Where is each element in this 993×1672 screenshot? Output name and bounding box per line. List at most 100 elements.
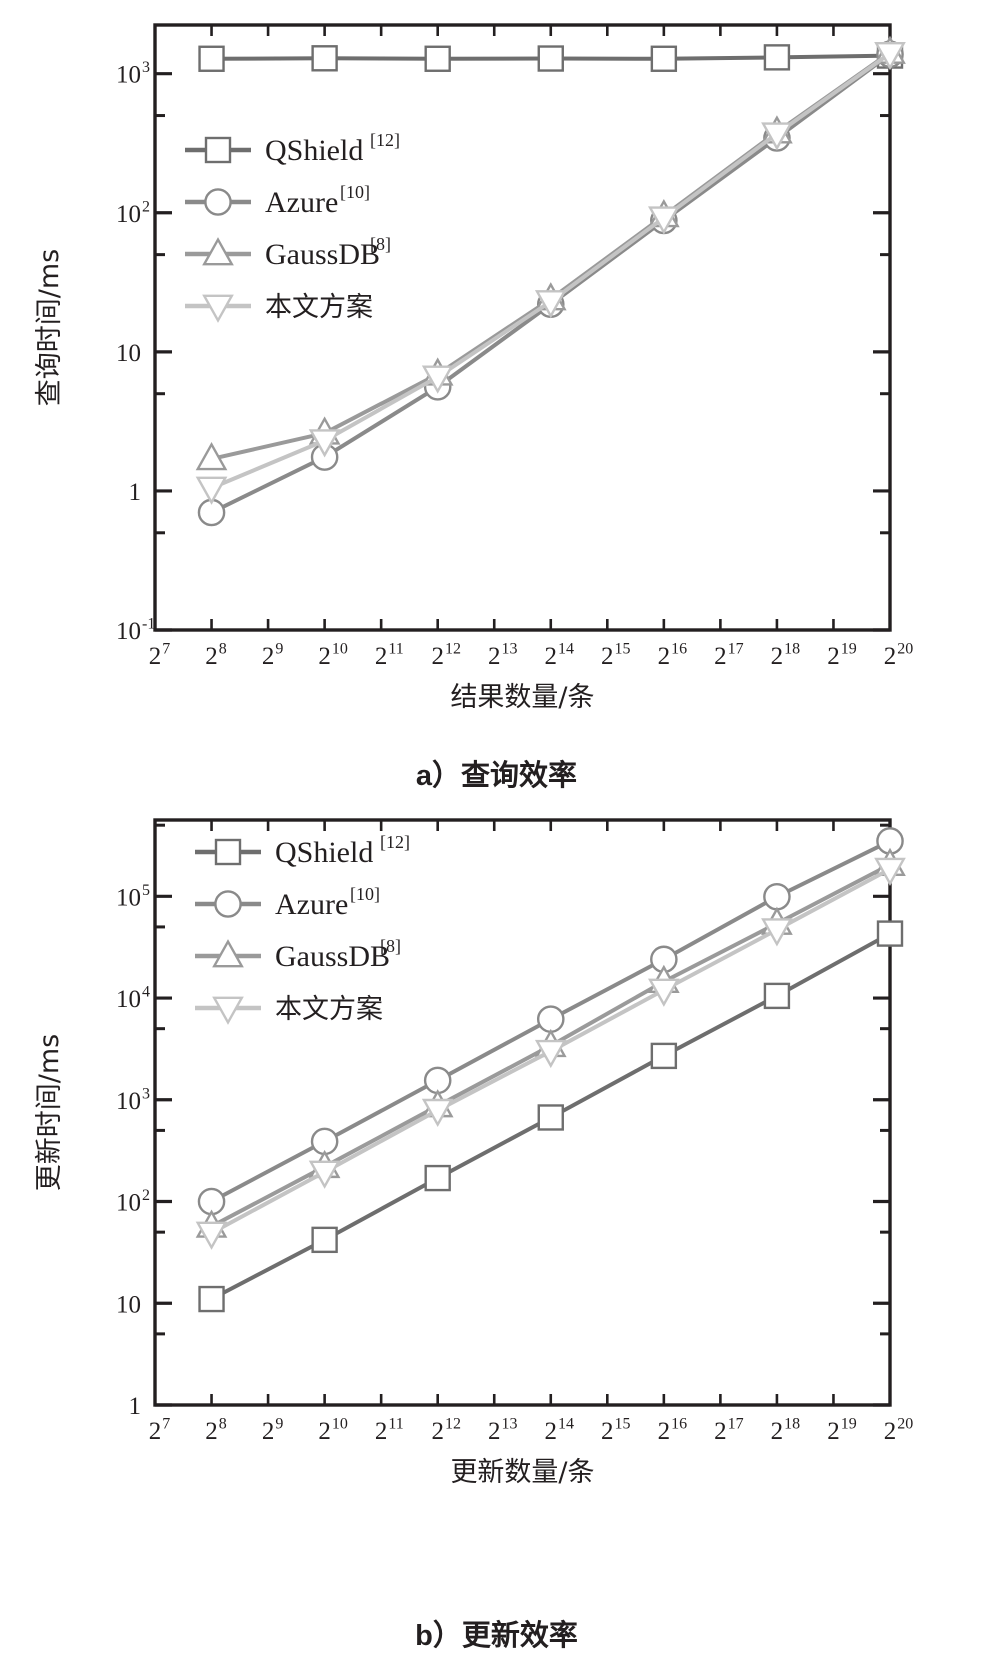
svg-text:19: 19 xyxy=(841,641,857,658)
svg-text:2: 2 xyxy=(714,1418,727,1445)
svg-text:2: 2 xyxy=(658,643,671,670)
svg-text:18: 18 xyxy=(784,641,800,658)
svg-text:2: 2 xyxy=(771,1418,784,1445)
data-point-marker xyxy=(198,45,225,72)
data-point-marker xyxy=(876,920,904,947)
x-tick-label: 2 16 xyxy=(658,1416,688,1446)
x-tick-label: 2 10 xyxy=(318,641,348,671)
data-point-marker xyxy=(204,188,232,216)
svg-text:14: 14 xyxy=(558,1416,574,1433)
data-point-marker xyxy=(763,44,791,71)
svg-text:2: 2 xyxy=(601,643,614,670)
data-point-marker xyxy=(534,290,567,319)
legend-item-ours: 本文方案 xyxy=(185,292,373,323)
x-tick-label: 2 18 xyxy=(771,641,801,671)
x-tick-label: 2 12 xyxy=(431,1416,461,1446)
svg-text:1: 1 xyxy=(129,479,142,506)
y-tick-label: 10 4 xyxy=(116,984,150,1014)
svg-text:2: 2 xyxy=(205,1418,218,1445)
x-tick-label: 2 13 xyxy=(488,1416,518,1446)
data-point-marker xyxy=(195,442,228,471)
svg-text:-1: -1 xyxy=(142,616,155,633)
svg-text:17: 17 xyxy=(728,1416,744,1433)
svg-text:8: 8 xyxy=(219,1416,227,1433)
legend-item-gaussdb: GaussDB[8] xyxy=(195,936,401,973)
subfigure-a: 2 7 2 8 2 9 2 10 2 11 2 12 2 13 2 14 2 15 2 16 2 17 2 18 2 19 2 20 1… xyxy=(0,0,993,800)
data-point-marker xyxy=(308,1160,341,1189)
svg-text:19: 19 xyxy=(841,1416,857,1433)
legend-label: GaussDB xyxy=(275,940,390,973)
svg-text:7: 7 xyxy=(162,1416,170,1433)
svg-text:9: 9 xyxy=(275,641,283,658)
svg-text:10: 10 xyxy=(116,986,141,1013)
data-point-marker xyxy=(421,1098,454,1128)
svg-text:2: 2 xyxy=(884,1418,897,1445)
x-axis-title: 结果数量/条 xyxy=(450,682,594,713)
y-tick-label: 10 3 xyxy=(116,1085,150,1115)
svg-text:2: 2 xyxy=(375,1418,388,1445)
y-tick-label: 10 xyxy=(116,1291,141,1318)
svg-text:2: 2 xyxy=(658,1418,671,1445)
data-point-marker xyxy=(874,857,906,886)
svg-text:2: 2 xyxy=(827,643,840,670)
svg-text:4: 4 xyxy=(142,984,150,1001)
subfigure-a-caption: a）查询效率 xyxy=(415,760,578,792)
svg-text:9: 9 xyxy=(275,1416,283,1433)
legend: QShield [12] Azure [10] GaussDB[8] 本文方案 xyxy=(185,130,400,323)
x-tick-label: 2 18 xyxy=(771,1416,801,1446)
svg-text:10: 10 xyxy=(116,62,141,89)
data-point-marker xyxy=(311,45,338,72)
svg-text:12: 12 xyxy=(445,641,461,658)
y-tick-label: 1 xyxy=(129,479,142,506)
legend-ref: [12] xyxy=(370,130,400,150)
x-tick-label: 2 14 xyxy=(545,1416,575,1446)
svg-text:2: 2 xyxy=(827,1418,840,1445)
x-tick-label: 2 17 xyxy=(714,641,744,671)
svg-text:3: 3 xyxy=(142,59,150,76)
svg-text:10: 10 xyxy=(332,1416,348,1433)
x-tick-label: 2 11 xyxy=(375,1416,404,1446)
legend-item-qshield: QShield [12] xyxy=(185,130,400,167)
update-efficiency-chart: 2 7 2 8 2 9 2 10 2 11 2 12 2 13 2 14 2 15 2 16 2 17 2 18 2 19 2 201… xyxy=(34,818,913,1488)
y-tick-label: 10 2 xyxy=(116,198,150,228)
svg-text:16: 16 xyxy=(671,1416,687,1433)
svg-text:17: 17 xyxy=(728,641,744,658)
data-point-marker xyxy=(308,429,341,458)
svg-text:16: 16 xyxy=(671,641,687,658)
x-axis-title: 更新数量/条 xyxy=(450,1457,594,1488)
data-point-marker xyxy=(214,890,242,918)
legend-label: GaussDB xyxy=(265,238,380,271)
legend-label: Azure xyxy=(265,186,338,219)
x-tick-label: 2 13 xyxy=(488,641,518,671)
data-point-marker xyxy=(763,982,791,1010)
svg-text:11: 11 xyxy=(388,1416,403,1433)
legend-item-azure: Azure [10] xyxy=(195,884,380,921)
svg-text:2: 2 xyxy=(142,198,150,215)
svg-text:14: 14 xyxy=(558,641,574,658)
x-tick-label: 2 11 xyxy=(375,641,404,671)
legend-label: QShield xyxy=(275,836,373,869)
svg-text:10: 10 xyxy=(116,1190,141,1217)
data-point-marker xyxy=(195,1221,228,1250)
plot-frame xyxy=(153,23,892,632)
y-tick-label: 10 5 xyxy=(116,882,150,912)
svg-text:2: 2 xyxy=(545,1418,558,1445)
legend-label: 本文方案 xyxy=(275,994,383,1025)
legend-label: QShield xyxy=(265,134,363,167)
y-tick-label: 10 2 xyxy=(116,1187,150,1217)
svg-text:2: 2 xyxy=(142,1187,150,1204)
data-point-marker xyxy=(763,882,791,911)
svg-text:11: 11 xyxy=(388,641,403,658)
svg-text:10: 10 xyxy=(332,641,348,658)
svg-text:1: 1 xyxy=(129,1393,142,1420)
legend-label: Azure xyxy=(275,888,348,921)
svg-text:20: 20 xyxy=(897,1416,913,1433)
y-tick-label: 10 3 xyxy=(116,59,150,89)
data-point-marker xyxy=(212,996,244,1025)
svg-text:10: 10 xyxy=(116,884,141,911)
